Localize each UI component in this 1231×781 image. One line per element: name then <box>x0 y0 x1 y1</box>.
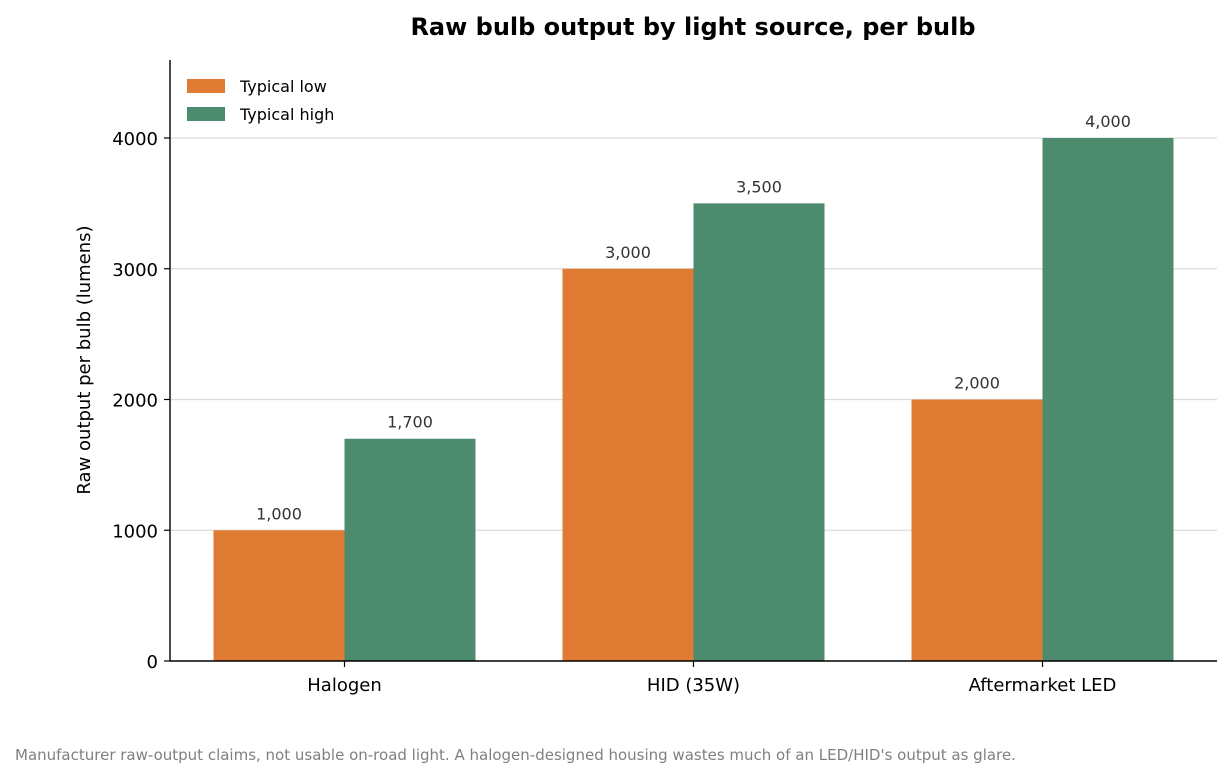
x-tick-label: HID (35W) <box>647 675 740 696</box>
y-tick-label: 1000 <box>112 521 158 542</box>
legend-label: Typical low <box>239 77 327 96</box>
data-label: 1,000 <box>256 504 302 523</box>
axes: 0 1000 2000 3000 4000 Halogen HID (35W) Afterma… <box>112 60 1217 696</box>
data-label: 2,000 <box>954 374 1000 393</box>
bars <box>213 138 1174 661</box>
x-tick-label: Halogen <box>307 675 382 696</box>
y-axis-label: Raw output per bulb (lumens) <box>74 225 95 494</box>
y-tick-label: 3000 <box>112 260 158 281</box>
bar <box>562 268 694 661</box>
legend-swatch <box>187 79 225 93</box>
x-tick-label: Aftermarket LED <box>969 675 1117 696</box>
legend-swatch <box>187 107 225 121</box>
bar <box>911 399 1043 661</box>
bar <box>1042 138 1174 661</box>
y-tick-label: 4000 <box>112 129 158 150</box>
chart-title: Raw bulb output by light source, per bul… <box>410 13 975 41</box>
data-label: 3,000 <box>605 243 651 262</box>
bar <box>344 438 476 661</box>
data-label: 4,000 <box>1085 112 1131 131</box>
bar <box>213 530 345 661</box>
data-labels: 1,000 1,700 3,000 3,500 2,000 4,000 <box>256 112 1131 523</box>
y-tick-label: 2000 <box>112 391 158 412</box>
y-tick-label: 0 <box>147 652 158 673</box>
data-label: 3,500 <box>736 177 782 196</box>
legend: Typical low Typical high <box>187 77 334 124</box>
legend-label: Typical high <box>239 105 334 124</box>
bar <box>693 203 825 661</box>
data-label: 1,700 <box>387 413 433 432</box>
footnote: Manufacturer raw-output claims, not usab… <box>15 746 1016 764</box>
